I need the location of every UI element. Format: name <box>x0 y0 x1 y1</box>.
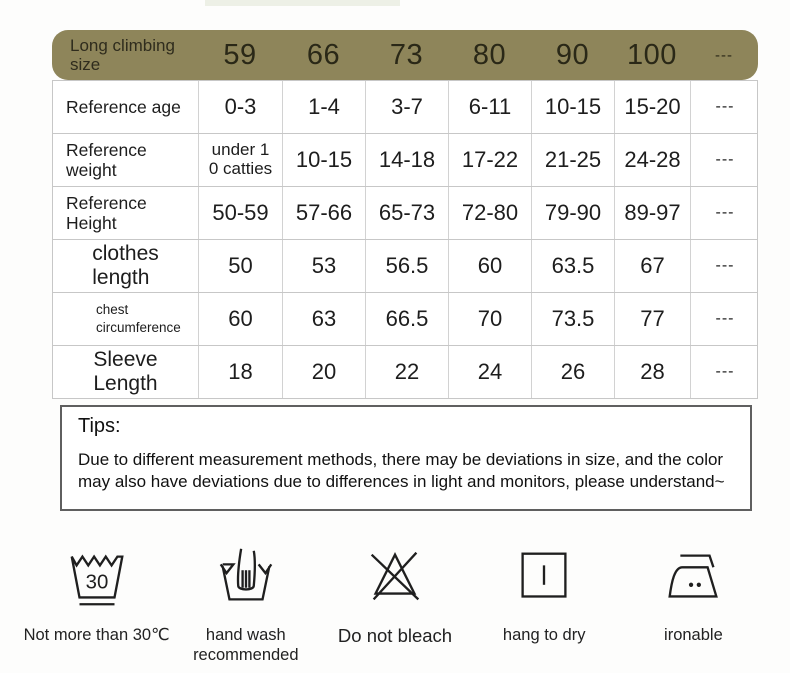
table-cell: 57-66 <box>283 187 366 239</box>
care-item-wash-temp: 30 Not more than 30℃ <box>22 543 171 665</box>
table-cell: 50-59 <box>199 187 283 239</box>
table-cell-placeholder: --- <box>715 257 735 274</box>
do-not-bleach-icon <box>370 551 420 601</box>
table-cell: 28 <box>615 346 691 398</box>
iron-icon <box>668 554 719 598</box>
row-label: Reference Height <box>53 187 199 239</box>
care-item-hang-dry: hang to dry <box>470 543 619 665</box>
row-label: Sleeve Length <box>53 346 199 398</box>
care-label: hang to dry <box>502 626 586 644</box>
header-size-80: 80 <box>472 38 507 71</box>
table-cell: 24 <box>449 346 532 398</box>
table-cell-placeholder: --- <box>715 98 735 115</box>
table-cell: 70 <box>449 293 532 345</box>
care-item-no-bleach: Do not bleach <box>320 543 469 665</box>
table-cell: 14-18 <box>366 134 449 186</box>
tips-box: Tips: Due to different measurement metho… <box>60 405 752 511</box>
table-row-reference-age: Reference age 0-3 1-4 3-7 6-11 10-15 15-… <box>53 81 757 134</box>
table-cell: 63 <box>283 293 366 345</box>
size-chart-header-row: Long climbing size 59 66 73 80 90 100 --… <box>52 30 758 80</box>
table-cell: 22 <box>366 346 449 398</box>
care-label: ironable <box>664 626 723 644</box>
size-chart-table: Long climbing size 59 66 73 80 90 100 --… <box>52 30 758 399</box>
background-tint <box>205 0 400 6</box>
header-size-66: 66 <box>306 38 341 71</box>
table-cell: 53 <box>283 240 366 292</box>
table-cell: 6-11 <box>449 81 532 133</box>
table-cell: 79-90 <box>532 187 615 239</box>
care-label: hand wash recommended <box>193 626 299 665</box>
row-label: Reference age <box>53 81 199 133</box>
table-cell: 65-73 <box>366 187 449 239</box>
table-cell: 10-15 <box>532 81 615 133</box>
care-instructions-row: 30 Not more than 30℃ hand wash recommend… <box>22 543 768 665</box>
table-cell: 63.5 <box>532 240 615 292</box>
table-cell: 60 <box>199 293 283 345</box>
row-label: chest circumference <box>53 293 199 345</box>
header-size-100: 100 <box>627 38 677 71</box>
table-cell: 24-28 <box>615 134 691 186</box>
table-cell: 50 <box>199 240 283 292</box>
table-cell: 18 <box>199 346 283 398</box>
header-size-59: 59 <box>223 38 257 71</box>
wash-30-icon: 30 <box>70 554 124 606</box>
care-item-iron: ironable <box>619 543 768 665</box>
table-cell: 17-22 <box>449 134 532 186</box>
header-corner-label: Long climbing size <box>70 35 175 74</box>
table-cell: 3-7 <box>366 81 449 133</box>
table-cell: 26 <box>532 346 615 398</box>
care-label: Not more than 30℃ <box>23 626 170 644</box>
table-cell: 66.5 <box>366 293 449 345</box>
table-cell: under 1 0 catties <box>199 134 283 186</box>
table-cell: 20 <box>283 346 366 398</box>
header-size-90: 90 <box>555 38 590 71</box>
table-cell-placeholder: --- <box>715 204 735 221</box>
table-cell: 56.5 <box>366 240 449 292</box>
table-cell: 73.5 <box>532 293 615 345</box>
care-item-hand-wash: hand wash recommended <box>171 543 320 665</box>
table-cell-placeholder: --- <box>715 151 735 168</box>
table-cell: 15-20 <box>615 81 691 133</box>
table-row-reference-weight: Reference weight under 1 0 catties 10-15… <box>53 134 757 187</box>
svg-text:30: 30 <box>85 572 108 594</box>
table-cell: 1-4 <box>283 81 366 133</box>
table-row-sleeve-length: Sleeve Length 18 20 22 24 26 28 --- <box>53 346 757 398</box>
table-cell: 89-97 <box>615 187 691 239</box>
size-chart-body: Reference age 0-3 1-4 3-7 6-11 10-15 15-… <box>52 80 758 399</box>
table-row-chest-circumference: chest circumference 60 63 66.5 70 73.5 7… <box>53 293 757 346</box>
table-cell: 77 <box>615 293 691 345</box>
tips-body-text: Due to different measurement methods, th… <box>78 450 725 492</box>
table-row-clothes-length: clothes length 50 53 56.5 60 63.5 67 --- <box>53 240 757 293</box>
table-cell: 0-3 <box>199 81 283 133</box>
table-cell: 60 <box>449 240 532 292</box>
table-cell-placeholder: --- <box>715 363 735 380</box>
table-row-reference-height: Reference Height 50-59 57-66 65-73 72-80… <box>53 187 757 240</box>
hand-wash-icon <box>219 548 273 601</box>
care-label: Do not bleach <box>337 625 453 646</box>
tips-title: Tips: <box>78 415 121 437</box>
table-cell: 21-25 <box>532 134 615 186</box>
header-size-73: 73 <box>389 38 424 71</box>
table-cell-placeholder: --- <box>715 310 735 327</box>
row-label: clothes length <box>53 240 199 292</box>
table-cell: 67 <box>615 240 691 292</box>
row-label: Reference weight <box>53 134 199 186</box>
table-cell: 10-15 <box>283 134 366 186</box>
header-size-placeholder: --- <box>715 46 733 64</box>
hang-to-dry-icon <box>521 552 567 598</box>
table-cell: 72-80 <box>449 187 532 239</box>
